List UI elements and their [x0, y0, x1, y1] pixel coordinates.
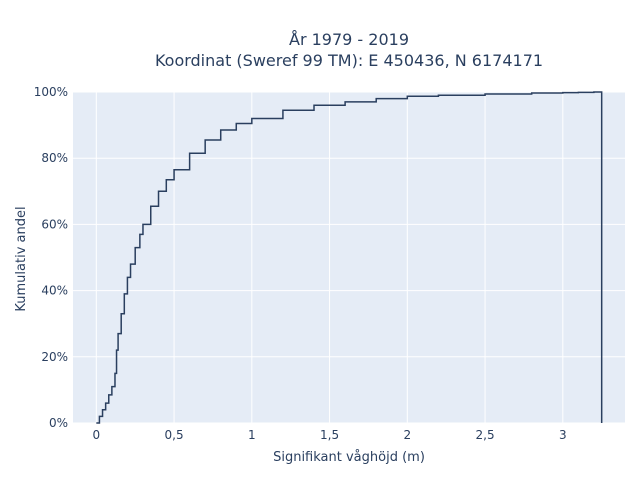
x-tick-label: 3 [559, 428, 567, 442]
x-axis-ticks: 0 0,5 1 1,5 2 2,5 3 [93, 428, 567, 442]
y-tick-label: 80% [41, 151, 68, 165]
grid [73, 91, 625, 424]
y-tick-label: 40% [41, 284, 68, 298]
x-tick-label: 0,5 [165, 428, 184, 442]
chart-title: År 1979 - 2019 [289, 30, 409, 49]
y-tick-label: 60% [41, 217, 68, 231]
y-axis-ticks: 0% 20% 40% 60% 80% 100% [34, 85, 68, 430]
cdf-step-line [96, 91, 603, 424]
x-tick-label: 1 [248, 428, 256, 442]
x-tick-label: 2 [403, 428, 411, 442]
x-tick-label: 1,5 [320, 428, 339, 442]
x-tick-label: 0 [93, 428, 101, 442]
plot-background [73, 92, 625, 423]
y-tick-label: 20% [41, 350, 68, 364]
x-tick-label: 2,5 [476, 428, 495, 442]
series-layer [96, 91, 603, 424]
chart-subtitle: Koordinat (Sweref 99 TM): E 450436, N 61… [155, 51, 543, 70]
y-tick-label: 0% [49, 416, 68, 430]
y-axis-label: Kumulativ andel [14, 206, 29, 311]
x-axis-label: Signifikant våghöjd (m) [273, 450, 425, 465]
y-tick-label: 100% [34, 85, 68, 99]
